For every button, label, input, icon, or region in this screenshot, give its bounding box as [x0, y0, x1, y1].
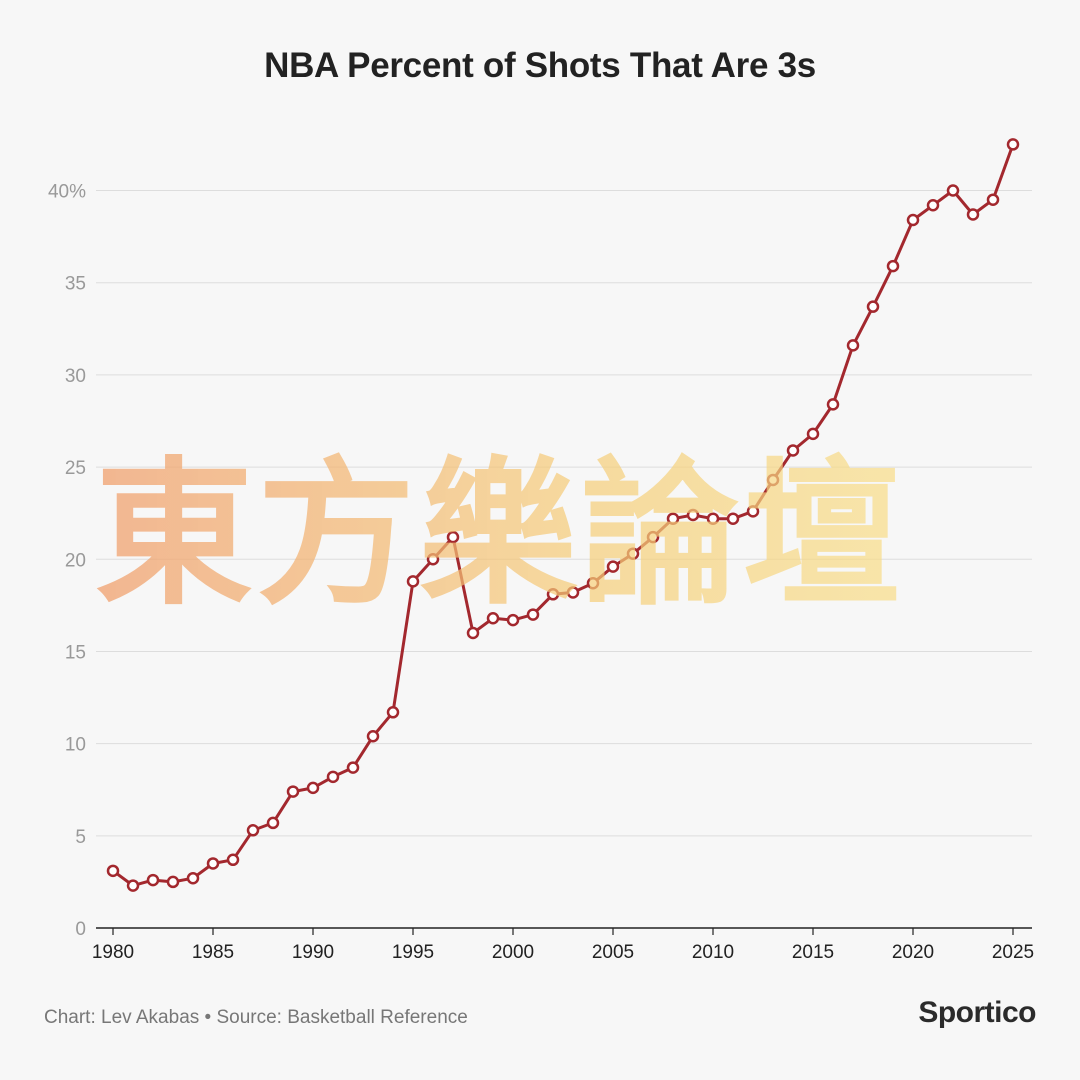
x-tick-label: 2015 [792, 942, 834, 963]
data-point [466, 626, 480, 640]
data-point [406, 575, 420, 588]
x-tick-label: 2025 [992, 942, 1034, 963]
y-tick-label: 15 [65, 642, 86, 663]
data-point [746, 505, 760, 518]
sportico-logo: Sportico [918, 996, 1036, 1029]
data-point [1006, 138, 1020, 151]
data-point [386, 706, 400, 719]
data-point [286, 785, 300, 798]
data-point [306, 781, 320, 795]
data-points [106, 138, 1020, 892]
data-point [886, 259, 900, 273]
data-point [166, 875, 180, 889]
data-point [986, 193, 1000, 206]
data-point [326, 770, 340, 784]
data-point [126, 879, 140, 892]
x-tick-label: 2000 [492, 942, 534, 963]
data-point [626, 547, 640, 560]
chart-credit: Chart: Lev Akabas • Source: Basketball R… [44, 1007, 468, 1028]
data-point [666, 512, 680, 525]
y-tick-label: 0 [75, 919, 86, 940]
data-point [686, 508, 700, 522]
data-point [646, 530, 660, 544]
data-point [726, 512, 740, 525]
x-tick-label: 1995 [392, 942, 434, 963]
data-point [226, 853, 240, 867]
y-tick-label: 25 [65, 458, 86, 479]
x-tick-label: 1980 [92, 942, 134, 963]
data-point [706, 512, 720, 525]
data-point [906, 213, 920, 227]
x-tick-label: 1990 [292, 942, 334, 963]
data-point [206, 857, 220, 870]
y-tick-label: 5 [75, 827, 86, 848]
data-point [966, 208, 980, 221]
data-point [926, 199, 940, 212]
data-point [546, 588, 560, 601]
y-tick-label: 20 [65, 550, 86, 571]
x-axis-ticks: 1980 1985 1990 1995 2000 2005 2010 2015 2020 2025 [92, 928, 1034, 963]
x-tick-label: 2005 [592, 942, 634, 963]
y-tick-label: 35 [65, 274, 86, 295]
data-point [766, 473, 780, 487]
data-point [486, 612, 500, 625]
series-line [112, 143, 1015, 888]
data-point [186, 871, 200, 885]
y-tick-label: 30 [65, 366, 86, 387]
data-point [366, 730, 380, 743]
data-point [586, 576, 600, 590]
data-point [846, 339, 860, 352]
data-point [526, 608, 540, 621]
data-point [506, 613, 520, 627]
data-point [786, 444, 800, 457]
data-point [946, 184, 960, 197]
data-point [826, 398, 840, 411]
chart-title: NBA Percent of Shots That Are 3s [264, 46, 816, 85]
x-tick-label: 2010 [692, 942, 734, 963]
data-point [246, 824, 260, 837]
x-tick-label: 2020 [892, 942, 934, 963]
data-point [106, 864, 120, 878]
data-point [446, 530, 460, 544]
data-point [566, 586, 580, 599]
data-point [266, 816, 280, 830]
y-tick-label: 10 [65, 735, 86, 756]
data-point [806, 427, 820, 441]
data-point [426, 553, 440, 566]
x-tick-label: 1985 [192, 942, 234, 963]
grid-lines [96, 190, 1032, 837]
data-point [346, 761, 360, 774]
data-point [866, 300, 880, 313]
y-axis-ticks: 0 5 10 15 20 25 30 35 40% [48, 182, 86, 941]
data-point [606, 560, 620, 573]
y-tick-label: 40% [48, 182, 86, 203]
data-point [146, 873, 160, 887]
